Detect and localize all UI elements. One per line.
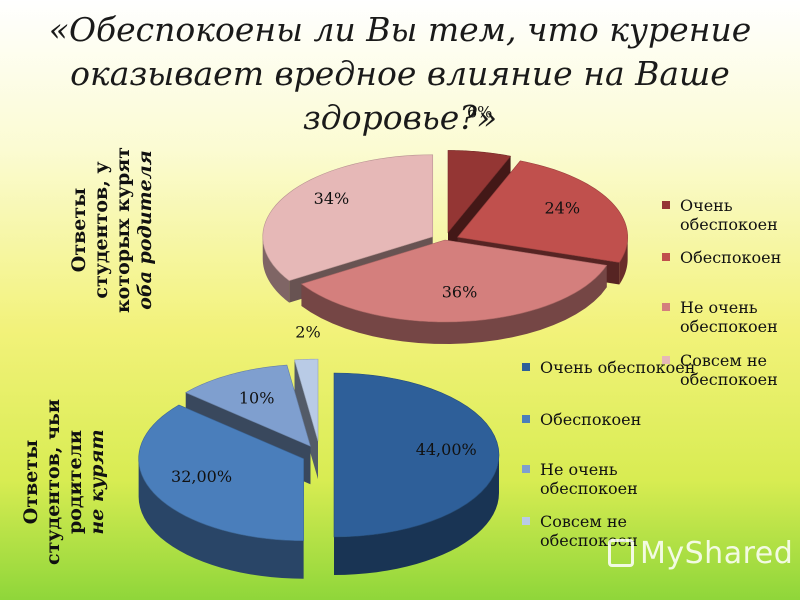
top-legend-swatch-4 (662, 356, 670, 364)
presentation-icon (608, 539, 634, 567)
top-pie-data-label-4: 34% (314, 189, 350, 208)
top-legend-label-3: Не очень обеспокоен (680, 298, 778, 336)
bottom-legend-swatch-2 (522, 415, 530, 423)
top-legend: Очень обеспокоен Обеспокоен Не очень обе… (662, 196, 797, 396)
bottom-pie-slice-3 (185, 364, 311, 447)
top-legend-swatch-1 (662, 201, 670, 209)
top-legend-label-4: Совсем не обеспокоен (680, 351, 778, 389)
top-pie-slice-2 (457, 160, 628, 263)
watermark-text: MyShared (640, 536, 794, 571)
top-legend-swatch-3 (662, 303, 670, 311)
bottom-pie-slice-1-side-1 (334, 455, 499, 575)
top-pie-slice-3-side-1 (301, 265, 607, 344)
bottom-pie-slice-4-wall-1 (294, 359, 319, 480)
bottom-pie-slice-1 (333, 372, 500, 538)
bottom-pie-slice-2-side-1 (138, 458, 304, 579)
bottom-legend-swatch-1 (522, 363, 530, 371)
top-pie-data-label-1: 6% (467, 103, 492, 122)
bottom-legend-label-1: Очень обеспокоен (540, 358, 696, 377)
top-pie-slice-1 (447, 150, 512, 234)
bottom-pie-chart: 44,00% 32,00% 10% 2% (138, 323, 500, 579)
bottom-legend-label-2: Обеспокоен (540, 410, 642, 429)
bottom-pie-slice-4 (294, 358, 319, 442)
top-pie-chart: 6% 24% 36% 34% (262, 103, 628, 344)
top-pie-slice-3 (300, 239, 608, 323)
bottom-pie-data-label-3: 10% (239, 388, 275, 407)
bottom-legend-swatch-3 (522, 465, 530, 473)
bottom-pie-data-label-2: 32,00% (171, 467, 232, 486)
bottom-legend: Очень обеспокоен Обеспокоен Не очень обе… (522, 358, 695, 558)
bottom-pie-data-label-4: 2% (295, 323, 320, 342)
top-pie-data-label-3: 36% (442, 282, 478, 301)
bottom-pie-slice-2 (138, 404, 304, 542)
top-legend-label-2: Обеспокоен (680, 248, 782, 267)
top-pie-data-label-2: 24% (544, 198, 580, 217)
bottom-legend-label-3: Не очень обеспокоен (540, 460, 638, 498)
bottom-legend-label-4: Совсем не обеспокоен (540, 512, 638, 550)
top-pie-slice-4 (262, 154, 434, 282)
watermark: MyShared (608, 536, 793, 571)
top-pie-slice-2-side-1 (619, 237, 628, 285)
top-pie-slice-4-side-1 (262, 236, 290, 303)
top-legend-label-1: Очень обеспокоен (680, 196, 778, 234)
top-legend-swatch-2 (662, 253, 670, 261)
chart-title: «Обеспокоены ли Вы тем, что курение оказ… (48, 10, 752, 137)
bottom-legend-swatch-4 (522, 517, 530, 525)
bottom-pie-data-label-1: 44,00% (416, 440, 477, 459)
